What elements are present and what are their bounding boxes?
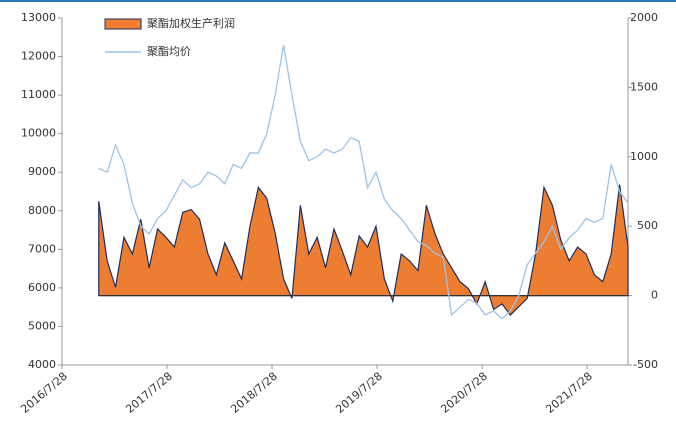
y-tick-label: 11000	[21, 88, 56, 101]
y2-tick-label: 1000	[630, 150, 658, 163]
x-tick-label: 2020/7/28	[438, 370, 490, 416]
y2-tick-label: 2000	[630, 11, 658, 24]
x-tick-label: 2017/7/28	[123, 370, 175, 416]
legend-swatch	[104, 18, 142, 30]
y-tick-label: 8000	[28, 204, 56, 217]
y-tick-label: 9000	[28, 165, 56, 178]
y-tick-label: 7000	[28, 242, 56, 255]
y-tick-label: 13000	[21, 11, 56, 24]
x-tick-label: 2018/7/28	[228, 370, 280, 416]
x-tick-label: 2019/7/28	[333, 370, 385, 416]
y2-tick-label: 0	[651, 289, 658, 302]
y2-tick-label: 500	[637, 219, 658, 232]
y-tick-label: 12000	[21, 50, 56, 63]
y-tick-label: 10000	[21, 127, 56, 140]
price-line	[98, 44, 629, 320]
y-tick-label: 4000	[28, 358, 56, 371]
y2-tick-label: 1500	[630, 80, 658, 93]
x-tick-label: 2016/7/28	[18, 370, 70, 416]
y2-tick-label: -500	[633, 358, 658, 371]
y-tick-label: 6000	[28, 281, 56, 294]
y-tick-label: 5000	[28, 319, 56, 332]
x-tick-label: 2021/7/28	[543, 370, 595, 416]
legend-label: 聚酯均价	[147, 45, 191, 58]
profit-area	[98, 184, 629, 316]
legend-label: 聚酯加权生产利润	[147, 16, 235, 30]
